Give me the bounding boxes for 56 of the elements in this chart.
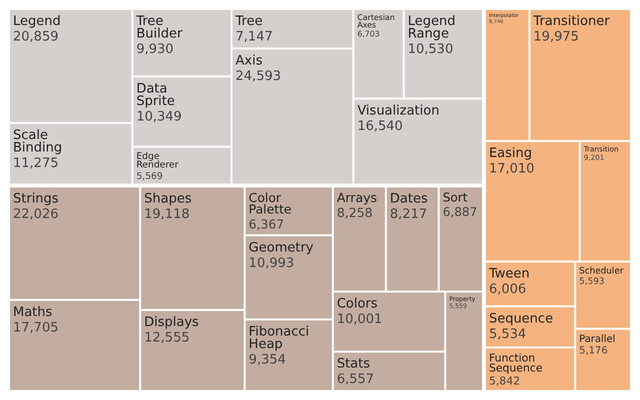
data-label: 10,993 xyxy=(248,256,294,271)
category-label: Tree Builder xyxy=(135,14,183,42)
category-label: Axis xyxy=(236,54,263,69)
category-label: Shapes xyxy=(144,192,192,207)
category-label: Scheduler xyxy=(579,266,624,276)
category-label: Edge Renderer xyxy=(136,150,179,171)
data-label: 7,147 xyxy=(236,30,273,45)
category-label: Color Palette xyxy=(248,190,292,217)
data-label: 19,975 xyxy=(533,30,579,45)
data-label: 8,258 xyxy=(336,205,373,220)
category-label: Arrays xyxy=(336,190,378,206)
category-label: Maths xyxy=(13,304,53,320)
category-label: Sort xyxy=(442,190,468,205)
data-label: 10,530 xyxy=(408,42,454,57)
category-label: Fibonacci Heap xyxy=(248,324,310,352)
data-label: 5,593 xyxy=(579,277,605,288)
data-label: 16,540 xyxy=(357,119,403,134)
category-label: Data Sprite xyxy=(136,81,175,109)
data-label: 24,593 xyxy=(236,69,282,84)
category-label: Visualization xyxy=(357,104,440,119)
category-label: Sequence xyxy=(488,311,554,326)
data-label: 8,217 xyxy=(390,207,428,222)
data-label: 9,354 xyxy=(248,352,286,368)
category-label: Transitioner xyxy=(532,14,610,29)
data-label: 17,705 xyxy=(13,320,58,336)
data-label: 19,118 xyxy=(144,207,190,222)
data-label: 6,006 xyxy=(488,282,526,298)
data-label: 10,001 xyxy=(336,312,382,328)
data-label: 5,842 xyxy=(488,374,520,388)
data-label: 20,859 xyxy=(13,30,58,45)
data-label: 6,367 xyxy=(248,218,284,232)
category-label: Stats xyxy=(336,356,370,372)
data-label: 5,534 xyxy=(488,326,526,342)
data-label: 12,555 xyxy=(144,330,190,346)
category-label: Scale Binding xyxy=(13,128,62,156)
data-label: 5,569 xyxy=(136,170,163,182)
data-label: 11,275 xyxy=(13,156,58,171)
data-label: 10,349 xyxy=(136,109,182,124)
category-label: Strings xyxy=(13,192,59,207)
category-label: Legend xyxy=(13,14,61,29)
category-label: Displays xyxy=(144,314,200,330)
data-label: 22,026 xyxy=(13,207,58,222)
data-label: 6,557 xyxy=(336,372,374,388)
category-label: Tween xyxy=(488,266,530,282)
data-label: 5,176 xyxy=(579,346,608,357)
data-label: 9,930 xyxy=(136,42,174,57)
category-label: Colors xyxy=(336,296,378,312)
category-label: Parallel xyxy=(579,334,616,345)
category-label: Legend Range xyxy=(408,14,456,42)
category-label: Geometry xyxy=(248,240,314,256)
data-label: 17,010 xyxy=(488,162,534,177)
category-label: Function Sequence xyxy=(488,351,543,375)
category-label: Tree xyxy=(234,14,263,29)
data-label: 6,887 xyxy=(442,205,478,220)
category-label: Dates xyxy=(390,192,428,207)
category-label: Easing xyxy=(488,146,532,162)
